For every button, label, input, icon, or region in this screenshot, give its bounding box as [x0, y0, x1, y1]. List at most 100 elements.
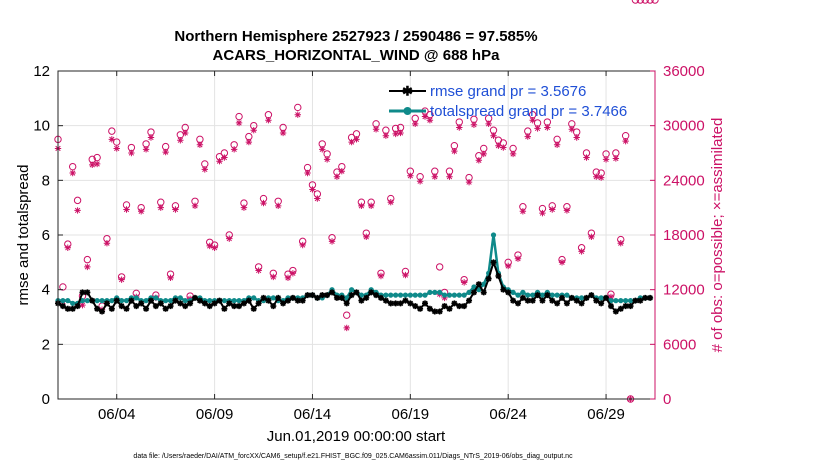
obs-assimilated-point — [622, 137, 629, 145]
rmse-point — [451, 300, 458, 307]
obs-assimilated-point — [558, 259, 566, 266]
rmse-point — [363, 294, 370, 301]
rmse-point — [103, 300, 110, 307]
rmse-point — [74, 303, 81, 310]
totalspread-point — [109, 298, 115, 304]
rmse-point — [338, 294, 345, 301]
totalspread-point — [207, 298, 213, 304]
rmse-point — [236, 303, 243, 310]
totalspread-point — [598, 295, 604, 301]
obs-assimilated-point — [583, 154, 590, 161]
obs-assimilated-point — [504, 262, 512, 270]
obs-assimilated-point — [358, 202, 365, 210]
rmse-point — [446, 305, 453, 312]
rmse-point — [392, 300, 399, 307]
series-lines — [55, 232, 654, 315]
obs-assimilated-point — [275, 202, 282, 210]
obs-assimilated-point — [270, 273, 277, 281]
rmse-point — [79, 289, 86, 296]
rmse-point — [544, 292, 551, 299]
totalspread-point — [564, 292, 570, 298]
rmse-point — [583, 294, 590, 301]
rmse-point — [69, 305, 76, 312]
obs-assimilated-point — [549, 206, 556, 213]
rmse-point — [108, 305, 115, 312]
y-axis-label: rmse and totalspread — [15, 165, 32, 306]
rmse-point — [309, 292, 316, 299]
totalspread-point — [94, 298, 100, 304]
totalspread-point — [446, 292, 453, 298]
rmse-point — [377, 294, 384, 301]
rmse-point — [412, 303, 419, 310]
obs-assimilated-point — [607, 293, 615, 301]
totalspread-point — [515, 292, 521, 298]
obs-assimilated-point — [553, 141, 561, 148]
y2-axis-label: # of obs: o=possible; ×=assimilated — [709, 118, 726, 353]
rmse-point — [177, 300, 184, 307]
obs-assimilated-point — [113, 145, 120, 152]
legend-marker-spread — [403, 107, 412, 115]
rmse-point — [162, 305, 169, 312]
rmse-point — [245, 297, 252, 304]
obs-assimilated-point — [343, 324, 350, 332]
totalspread-point — [490, 232, 497, 238]
obs-assimilated-point — [128, 149, 135, 157]
y2-tick-label: 24000 — [663, 172, 705, 189]
obs-possible-point — [646, 0, 654, 4]
obs-assimilated-point — [240, 204, 248, 211]
totalspread-point — [608, 298, 614, 304]
rmse-point — [157, 300, 164, 307]
rmse-point — [64, 305, 71, 312]
rmse-point — [549, 297, 556, 304]
rmse-point — [632, 297, 639, 304]
rmse-point — [280, 300, 287, 307]
obs-assimilated-point — [534, 125, 541, 132]
rmse-point — [407, 300, 414, 307]
obs-assimilated-point — [490, 132, 497, 139]
totalspread-point — [466, 289, 472, 295]
obs-assimilated-point — [456, 124, 463, 131]
obs-assimilated-point — [79, 301, 86, 309]
obs-assimilated-point — [93, 160, 101, 168]
obs-assimilated-point — [137, 208, 145, 215]
obs-assimilated-point — [162, 148, 169, 156]
obs-assimilated-point — [568, 126, 576, 133]
rmse-point — [422, 300, 429, 307]
totalspread-point — [451, 292, 457, 298]
totalspread-point — [60, 298, 66, 304]
obs-assimilated-point — [563, 207, 571, 214]
obs-assimilated-point — [397, 129, 404, 137]
totalspread-point — [221, 298, 227, 304]
totalspread-point — [407, 292, 413, 298]
totalspread-point — [417, 292, 423, 298]
obs-possible-point — [631, 0, 640, 4]
rmse-point — [617, 305, 624, 312]
obs-possible-point — [294, 103, 302, 112]
obs-assimilated-point — [230, 146, 238, 153]
y-tick-label: 6 — [42, 227, 50, 244]
rmse-point — [598, 300, 605, 307]
rmse-point — [319, 292, 326, 299]
chart-title: Northern Hemisphere 2527923 / 2590486 = … — [174, 28, 537, 45]
obs-assimilated-point — [211, 244, 218, 251]
obs-assimilated-point — [299, 241, 306, 249]
totalspread-point — [578, 295, 585, 301]
obs-assimilated-point — [617, 240, 624, 247]
obs-assimilated-point — [495, 142, 502, 149]
obs-assimilated-point — [216, 158, 223, 165]
x-tick-label: 06/29 — [587, 406, 625, 423]
x-tick-label: 06/19 — [392, 406, 430, 423]
rmse-point — [284, 297, 291, 304]
totalspread-point — [520, 289, 526, 295]
legend: ✱ rmse grand pr = 3.5676 totalspread gra… — [389, 83, 627, 120]
totalspread-point — [182, 298, 188, 304]
rmse-point — [456, 303, 463, 310]
totalspread-point — [251, 295, 257, 301]
obs-assimilated-point — [309, 186, 316, 193]
obs-assimilated-point — [74, 207, 81, 214]
chart-subtitle: ACARS_HORIZONTAL_WIND @ 688 hPa — [213, 47, 501, 64]
totalspread-point — [441, 292, 448, 298]
rmse-point — [642, 294, 649, 301]
obs-assimilated-point — [245, 138, 253, 146]
obs-assimilated-point — [407, 172, 414, 179]
